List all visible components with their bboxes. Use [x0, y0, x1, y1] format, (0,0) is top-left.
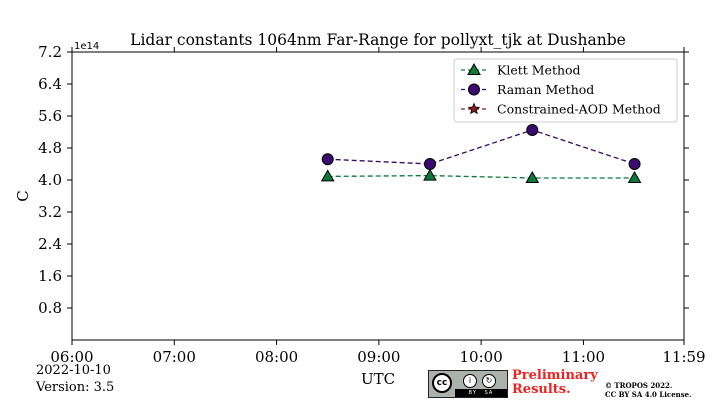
plot-area: [71, 51, 685, 341]
data-point-circle: [526, 124, 539, 136]
data-point-triangle: [423, 168, 437, 181]
share-alike-icon: ↻: [482, 374, 496, 388]
copyright-line-2: CC BY SA 4.0 License.: [605, 390, 692, 399]
chart-title: Lidar constants 1064nm Far-Range for pol…: [130, 31, 626, 49]
preliminary-results-note: Preliminary Results.: [512, 369, 607, 397]
series-line: [327, 129, 635, 165]
person-icon: i: [463, 374, 477, 388]
legend: Klett Method Raman Method Constrained-AOD …: [453, 58, 678, 123]
y-tick-label: 2.4: [38, 235, 62, 253]
y-axis-label: C: [14, 190, 32, 201]
data-point-circle: [628, 158, 641, 170]
data-point-circle: [423, 158, 436, 170]
y-tick-label: 3.2: [38, 203, 62, 221]
legend-marker: [467, 62, 481, 75]
x-tick-label: 09:00: [357, 348, 400, 366]
y-tick-label: 4.8: [38, 139, 62, 157]
x-tick-label: 06:00: [50, 348, 93, 366]
legend-label: Raman Method: [497, 82, 594, 97]
cc-icon: cc: [432, 373, 452, 393]
x-tick-label: 11:00: [562, 348, 605, 366]
y-tick-label: 4.0: [38, 171, 62, 189]
x-axis-label: UTC: [361, 370, 395, 388]
version-label: Version: 3.5: [36, 380, 115, 395]
legend-label: Klett Method: [497, 63, 581, 78]
legend-label: Constrained-AOD Method: [497, 102, 661, 117]
license-strip: BY SA: [455, 389, 507, 397]
copyright-line-1: © TROPOS 2022.: [605, 381, 673, 390]
y-tick-label: 1.6: [38, 267, 62, 285]
legend-box: [453, 58, 678, 123]
license-sa-label: SA: [484, 390, 494, 396]
y-tick-label: 7.2: [38, 43, 62, 61]
series-layer: [320, 124, 642, 183]
data-point-triangle: [320, 169, 335, 182]
series-line: [327, 174, 635, 179]
data-point-triangle: [525, 170, 540, 183]
x-tick-label: 10:00: [460, 348, 503, 366]
copyright-note: © TROPOS 2022. CC BY SA 4.0 License.: [605, 381, 720, 399]
axes-layer: 06:00 07:00 08:00 09:00 10:00 11:00 11:59 0.8 1.…: [38, 43, 705, 366]
license-badge: cc i ↻ BY SA: [428, 370, 508, 398]
license-by-label: BY: [468, 390, 477, 396]
y-tick-label: 0.8: [38, 299, 62, 317]
x-tick-label: 11:59: [662, 348, 705, 366]
legend-marker: [468, 83, 480, 96]
date-label: 2022-10-10: [36, 363, 111, 378]
preliminary-line-2: Results.: [512, 382, 571, 397]
x-tick-label: 07:00: [153, 348, 196, 366]
y-tick-label: 5.6: [38, 107, 62, 125]
y-offset-label: 1e14: [74, 41, 99, 52]
data-point-circle: [321, 153, 334, 166]
y-tick-label: 6.4: [38, 75, 62, 93]
x-tick-label: 08:00: [255, 348, 298, 366]
preliminary-line-1: Preliminary: [512, 368, 598, 383]
legend-marker: [467, 102, 481, 115]
data-point-triangle: [627, 170, 642, 183]
